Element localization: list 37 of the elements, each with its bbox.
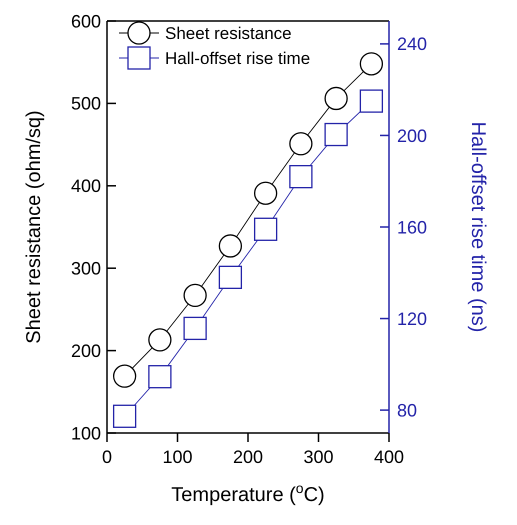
point xyxy=(289,164,313,188)
y-tick-label: 100 xyxy=(70,423,101,444)
x-tick-label: 100 xyxy=(162,447,193,467)
point xyxy=(148,365,172,388)
y-tick-label: 500 xyxy=(70,94,101,114)
x-tick-label: 300 xyxy=(303,447,334,467)
point xyxy=(360,52,384,76)
legend-label: Hall-offset rise time xyxy=(165,48,310,68)
point xyxy=(112,364,136,388)
point xyxy=(324,86,348,110)
y-tick-label: 300 xyxy=(70,258,101,278)
point xyxy=(360,89,384,113)
point xyxy=(218,234,242,258)
point xyxy=(289,132,313,156)
x-tick-label: 400 xyxy=(374,447,404,467)
legend-label: Sheet resistance xyxy=(165,24,292,43)
point xyxy=(183,284,207,308)
y-axis-title: Sheet resistance (ohm/sq) xyxy=(23,110,45,344)
point xyxy=(183,316,207,340)
point xyxy=(254,182,278,205)
x-tick-label: 200 xyxy=(232,447,264,467)
point xyxy=(254,218,278,241)
y2-tick-label: 120 xyxy=(397,308,428,329)
point xyxy=(324,122,348,146)
y2-tick-label: 80 xyxy=(397,400,418,420)
point xyxy=(218,266,242,290)
x-tick-label: 0 xyxy=(102,447,112,467)
y2-tick-label: 240 xyxy=(397,34,428,54)
y-tick-label: 600 xyxy=(70,11,101,32)
x-axis-title: Temperature ($^{o}$C) xyxy=(171,480,325,506)
y-tick-label: 200 xyxy=(70,340,101,361)
y2-tick-label: 200 xyxy=(397,126,428,146)
point xyxy=(148,328,172,352)
point xyxy=(112,404,136,428)
y-tick-label: 400 xyxy=(70,176,101,196)
y2-axis-title: Hall-offset rise time (ns) xyxy=(467,122,489,332)
y2-tick-label: 160 xyxy=(397,217,428,238)
